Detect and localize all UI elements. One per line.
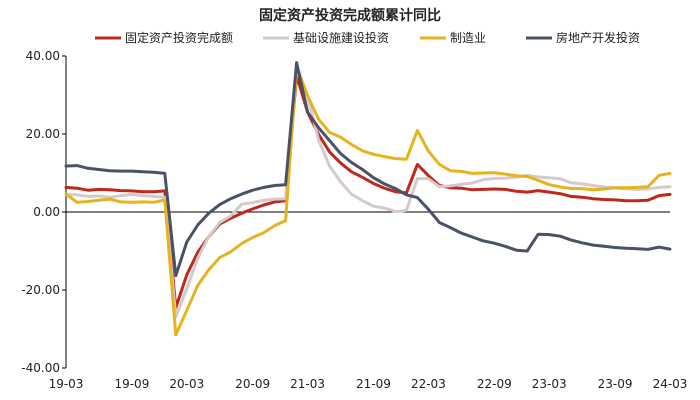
x-tick-label: 22-03 bbox=[411, 377, 446, 391]
x-tick-label: 21-03 bbox=[290, 377, 325, 391]
legend-label-2: 基础设施建设投资 bbox=[293, 30, 389, 45]
series-line-4 bbox=[64, 61, 672, 278]
y-tick-label: -40.00 bbox=[21, 361, 60, 375]
y-tick-label: 0.00 bbox=[33, 205, 60, 219]
legend: 固定资产投资完成额 基础设施建设投资 制造业 房地产开发投资 bbox=[95, 30, 640, 45]
legend-label-1: 固定资产投资完成额 bbox=[125, 30, 233, 45]
x-tick-label: 19-03 bbox=[49, 377, 84, 391]
series-layer bbox=[64, 61, 672, 337]
chart-title: 固定资产投资完成额累计同比 bbox=[259, 7, 441, 24]
legend-label-4: 房地产开发投资 bbox=[556, 30, 640, 45]
x-tick-label: 21-09 bbox=[356, 377, 391, 391]
y-tick-label: 20.00 bbox=[26, 127, 60, 141]
series-line-2 bbox=[64, 67, 672, 319]
x-tick-label: 20-03 bbox=[169, 377, 204, 391]
x-tick-label: 23-03 bbox=[532, 377, 567, 391]
series-line-1 bbox=[64, 74, 672, 310]
y-tick-label: 40.00 bbox=[26, 49, 60, 63]
series-line-3 bbox=[64, 65, 672, 337]
legend-label-3: 制造业 bbox=[450, 31, 486, 45]
x-tick-label: 19-09 bbox=[114, 377, 149, 391]
x-tick-label: 22-09 bbox=[477, 377, 512, 391]
x-tick-label: 23-09 bbox=[598, 377, 633, 391]
y-axis: 40.00 20.00 0.00 -20.00 -40.00 bbox=[21, 49, 67, 375]
x-axis: 19-03 19-09 20-03 20-09 21-03 21-09 22-03 22-09… bbox=[49, 211, 688, 391]
x-tick-label: 20-09 bbox=[235, 377, 270, 391]
y-tick-label: -20.00 bbox=[21, 283, 60, 297]
x-tick-label: 24-03 bbox=[653, 377, 688, 391]
